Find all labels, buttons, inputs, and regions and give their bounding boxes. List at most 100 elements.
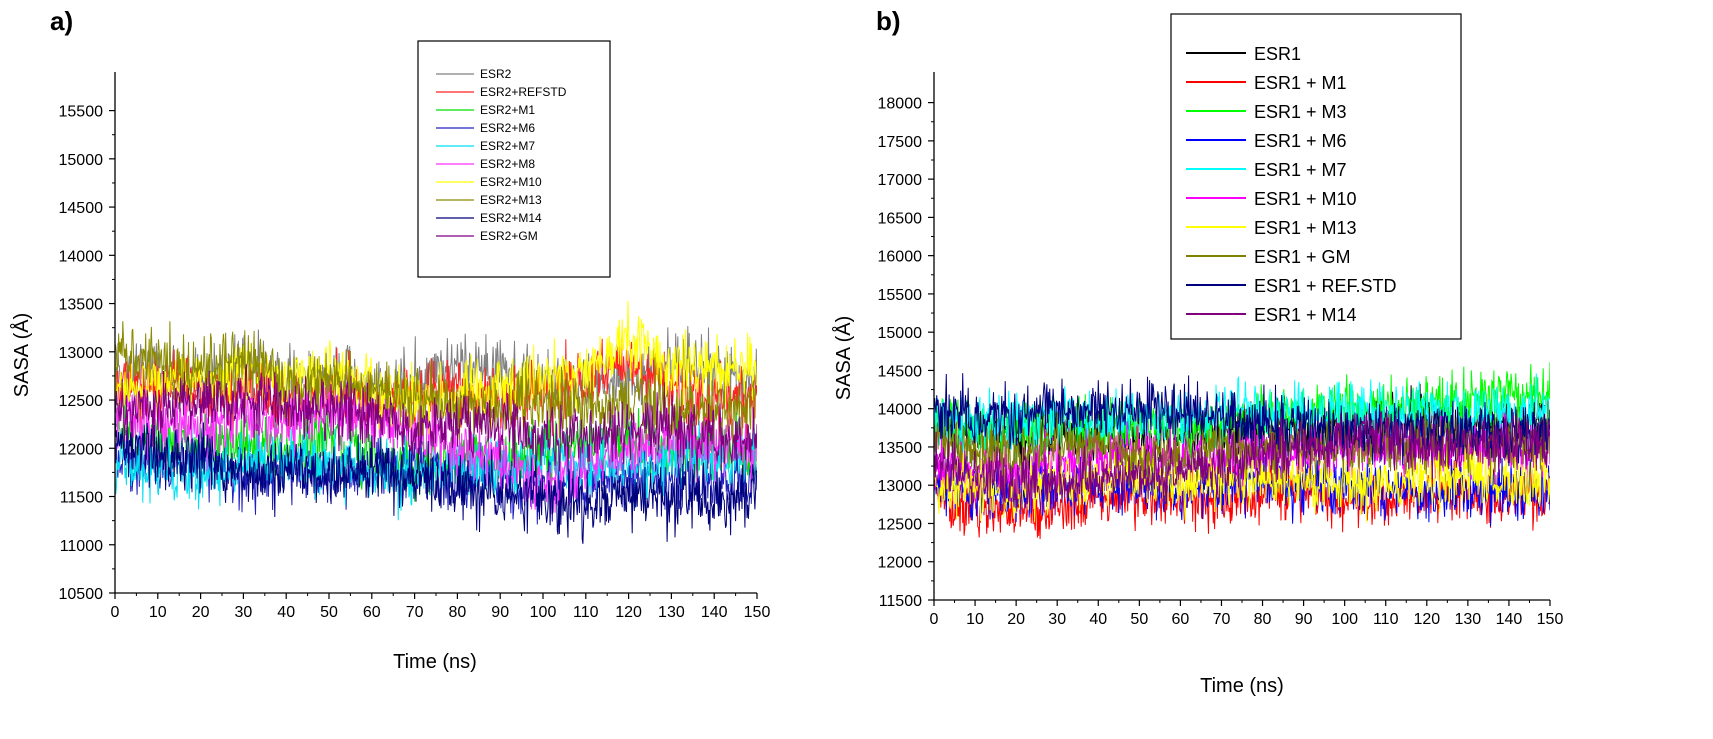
series-line-esr2-m14 [115,407,757,544]
y-tick-label: 15000 [59,152,104,169]
y-tick-label: 11500 [60,490,103,507]
x-tick-label: 50 [1130,611,1148,628]
y-axis-title-b: SASA (Å) [832,316,855,400]
legend-label: ESR1 + M7 [1254,160,1347,180]
series-group-b [934,362,1550,540]
y-tick-label: 10500 [59,586,104,603]
x-tick-label: 20 [192,604,210,621]
series-line-esr2-gm [115,364,757,483]
x-axis-title-a: Time (ns) [393,651,477,673]
y-tick-label: 16500 [878,210,923,227]
y-tick-label: 18000 [878,96,923,113]
series-line-esr1-ref-std [934,373,1550,467]
x-tick-label: 10 [966,611,984,628]
y-tick-label: 14000 [878,402,923,419]
legend-label: ESR1 + GM [1254,247,1351,267]
legend-label: ESR2 [480,67,512,81]
x-tick-label: 150 [1537,611,1564,628]
y-tick-label: 12500 [878,516,923,533]
x-tick-label: 90 [1295,611,1313,628]
y-tick-label: 17000 [878,172,923,189]
x-tick-label: 10 [149,604,167,621]
legend-label: ESR1 [1254,44,1301,64]
series-group-a [115,300,757,544]
legend-b: ESR1 ESR1 + M1 ESR1 + M3 ESR1 + M6 ESR1 + M7… [1170,13,1462,340]
legend-label: ESR1 + M3 [1254,102,1347,122]
x-tick-label: 110 [1373,611,1399,628]
legend-label: ESR2+GM [480,229,538,243]
y-tick-label: 16000 [878,249,923,266]
chart-panel-a: a) 0 10 20 30 40 50 60 70 80 90 100 110 120 130 140 150… [10,6,770,673]
legend-label: ESR2+M14 [480,211,542,225]
legend-label: ESR1 + M1 [1254,73,1347,93]
x-tick-label: 20 [1007,611,1025,628]
series-line-esr1-m7 [934,373,1550,464]
legend-a: ESR2 ESR2+REFSTD ESR2+M1 ESR2+M6 ESR2+M7 ESR2… [417,40,611,278]
legend-label: ESR1 + M6 [1254,131,1347,151]
legend-label: ESR2+M13 [480,193,542,207]
chart-panel-b: b) 0 10 20 30 40 50 60 70 80 90 100 110 120 130 140 150… [832,6,1563,697]
x-tick-label: 80 [449,604,467,621]
x-tick-label: 60 [1172,611,1190,628]
x-tick-label: 90 [491,604,509,621]
legend-label: ESR1 + M13 [1254,218,1357,238]
y-tick-label: 14500 [878,363,923,380]
legend-label: ESR2+M1 [480,103,535,117]
legend-label: ESR2+M7 [480,139,535,153]
x-tick-label: 40 [1089,611,1107,628]
x-tick-label: 40 [277,604,295,621]
x-tick-label: 120 [1413,611,1440,628]
legend-label: ESR1 + M10 [1254,189,1357,209]
legend-label: ESR1 + M14 [1254,305,1357,325]
x-tick-label: 0 [111,604,120,621]
x-tick-label: 140 [701,604,728,621]
x-tick-label: 100 [1331,611,1358,628]
x-tick-label: 60 [363,604,381,621]
y-tick-label: 12000 [878,555,923,572]
x-tick-label: 50 [320,604,338,621]
x-tick-label: 130 [658,604,685,621]
x-axis-title-b: Time (ns) [1200,675,1284,697]
legend-box-a [417,40,611,278]
panel-label-b: b) [876,6,901,36]
legend-label: ESR2+M6 [480,121,535,135]
y-tick-label: 15000 [878,325,923,342]
x-tick-label: 0 [930,611,939,628]
y-tick-label: 15500 [878,287,923,304]
legend-label: ESR2+M10 [480,175,542,189]
y-tick-label: 14500 [59,200,104,217]
y-tick-label: 11500 [879,593,922,610]
y-tick-label: 14000 [59,248,104,265]
series-line-esr1-m13 [934,440,1550,523]
y-tick-label: 13000 [59,345,104,362]
y-tick-label: 11000 [60,538,103,555]
series-line-esr1-gm [934,400,1550,489]
y-tick-label: 13000 [878,478,923,495]
y-tick-label: 12500 [59,393,104,410]
x-tick-label: 140 [1496,611,1523,628]
legend-label: ESR1 + REF.STD [1254,276,1397,296]
x-tick-label: 130 [1455,611,1482,628]
legend-label: ESR2+M8 [480,157,535,171]
series-line-esr1-m14 [934,406,1550,516]
y-tick-label: 12000 [59,441,104,458]
x-tick-label: 100 [530,604,557,621]
y-tick-label: 15500 [59,104,104,121]
y-axis-title-a: SASA (Å) [10,313,33,397]
x-tick-label: 30 [235,604,253,621]
y-tick-label: 13500 [59,297,104,314]
y-tick-label: 13500 [878,440,923,457]
x-tick-label: 120 [615,604,642,621]
x-tick-label: 110 [573,604,599,621]
axes-b: 0 10 20 30 40 50 60 70 80 90 100 110 120 130 140 150 115… [878,72,1564,628]
legend-label: ESR2+REFSTD [480,85,567,99]
x-tick-label: 70 [406,604,424,621]
x-tick-label: 80 [1254,611,1272,628]
y-tick-label: 17500 [878,134,923,151]
axes-a: 0 10 20 30 40 50 60 70 80 90 100 110 120 130 140 150 105… [59,72,771,621]
panel-label-a: a) [50,6,73,36]
x-tick-label: 70 [1213,611,1231,628]
x-tick-label: 150 [744,604,771,621]
x-tick-label: 30 [1048,611,1066,628]
